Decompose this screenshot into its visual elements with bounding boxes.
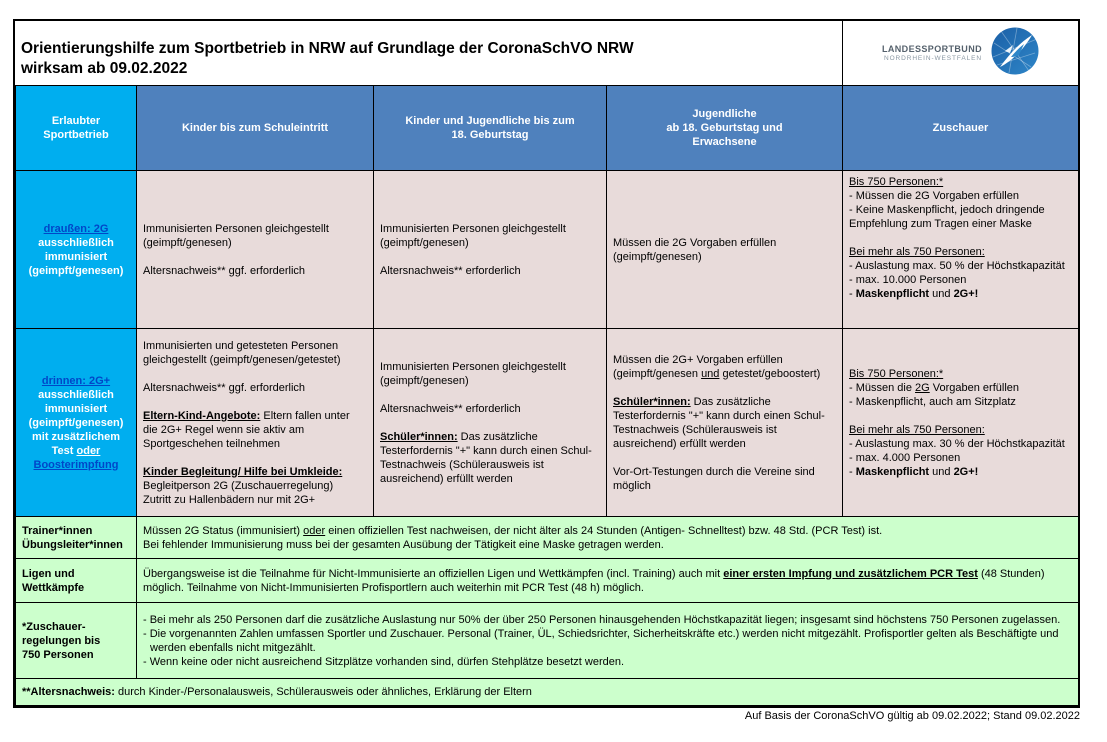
row-altersnachweis: **Altersnachweis: durch Kinder-/Personal… xyxy=(15,678,1079,706)
table-header-row: Erlaubter Sportbetrieb Kinder bis zum Sch… xyxy=(15,85,1079,171)
cell-drinnen-kinder-schuleintritt: Immunisierten und getesteten Personen gl… xyxy=(136,328,374,517)
rules-table: Erlaubter Sportbetrieb Kinder bis zum Sch… xyxy=(15,85,1079,706)
cell-draussen-erwachsene: Müssen die 2G Vorgaben erfüllen (geimpft… xyxy=(606,170,843,329)
page-title: Orientierungshilfe zum Sportbetrieb in N… xyxy=(15,21,842,85)
logo-subname: NORDRHEIN-WESTFALEN xyxy=(884,55,982,62)
row-label-draussen-2g: draußen: 2G ausschließlich immunisiert (gei… xyxy=(15,170,137,329)
document-frame: Orientierungshilfe zum Sportbetrieb in N… xyxy=(13,19,1080,708)
row-drinnen-2g-plus: drinnen: 2G+ ausschließlich immunisiert (ge… xyxy=(15,328,1079,517)
header-kinder-schuleintritt: Kinder bis zum Schuleintritt xyxy=(136,85,374,171)
document-footnote: Auf Basis der CoronaSchVO gültig ab 09.0… xyxy=(744,710,1080,722)
row-draussen-2g: draußen: 2G ausschließlich immunisiert (gei… xyxy=(15,170,1079,329)
page-title-line1: Orientierungshilfe zum Sportbetrieb in N… xyxy=(21,39,634,57)
row-label-drinnen-2g-plus: drinnen: 2G+ ausschließlich immunisiert (ge… xyxy=(15,328,137,517)
cell-draussen-kinder-jugendliche: Immunisierten Personen gleichgestellt (g… xyxy=(373,170,607,329)
row-label-zuschauerregelungen: *Zuschauer-regelungen bis 750 Personen xyxy=(15,602,137,679)
cell-ligen-content: Übergangsweise ist die Teilnahme für Nic… xyxy=(136,558,1079,603)
organization-logo: LANDESSPORTBUND NORDRHEIN-WESTFALEN xyxy=(842,21,1078,85)
logo-wordmark: LANDESSPORTBUND NORDRHEIN-WESTFALEN xyxy=(882,44,982,62)
header-jugendliche-erwachsene: Jugendliche ab 18. Geburtstag und Erwachse… xyxy=(606,85,843,171)
logo-name: LANDESSPORTBUND xyxy=(881,44,982,54)
row-trainer: Trainer*innen Übungsleiter*innen Müssen 2… xyxy=(15,516,1079,559)
row-label-ligen: Ligen und Wettkämpfe xyxy=(15,558,137,603)
cell-draussen-zuschauer: Bis 750 Personen:* - Müssen die 2G Vorgab… xyxy=(842,170,1079,329)
cell-drinnen-kinder-jugendliche: Immunisierten Personen gleichgestellt (g… xyxy=(373,328,607,517)
row-label-trainer: Trainer*innen Übungsleiter*innen xyxy=(15,516,137,559)
cell-draussen-kinder-schuleintritt: Immunisierten Personen gleichgestellt (g… xyxy=(136,170,374,329)
header-zuschauer: Zuschauer xyxy=(842,85,1079,171)
cell-drinnen-zuschauer: Bis 750 Personen:* - Müssen die 2G Vorgab… xyxy=(842,328,1079,517)
landessportbund-globe-icon xyxy=(991,27,1039,80)
cell-drinnen-erwachsene: Müssen die 2G+ Vorgaben erfüllen (geimpf… xyxy=(606,328,843,517)
header-kinder-jugendliche-18: Kinder und Jugendliche bis zum 18. Geburt… xyxy=(373,85,607,171)
cell-zuschauerregelungen-content: - Bei mehr als 250 Personen darf die zus… xyxy=(136,602,1079,679)
row-ligen-wettkaempfe: Ligen und Wettkämpfe Übergangsweise ist d… xyxy=(15,558,1079,603)
header-erlaubter-sportbetrieb: Erlaubter Sportbetrieb xyxy=(15,85,137,171)
cell-trainer-content: Müssen 2G Status (immunisiert) oder eine… xyxy=(136,516,1079,559)
page-title-line2: wirksam ab 09.02.2022 xyxy=(21,60,188,78)
cell-altersnachweis-content: **Altersnachweis: durch Kinder-/Personal… xyxy=(15,678,1079,706)
row-zuschauerregelungen: *Zuschauer-regelungen bis 750 Personen - … xyxy=(15,602,1079,679)
title-band: Orientierungshilfe zum Sportbetrieb in N… xyxy=(15,21,1078,85)
